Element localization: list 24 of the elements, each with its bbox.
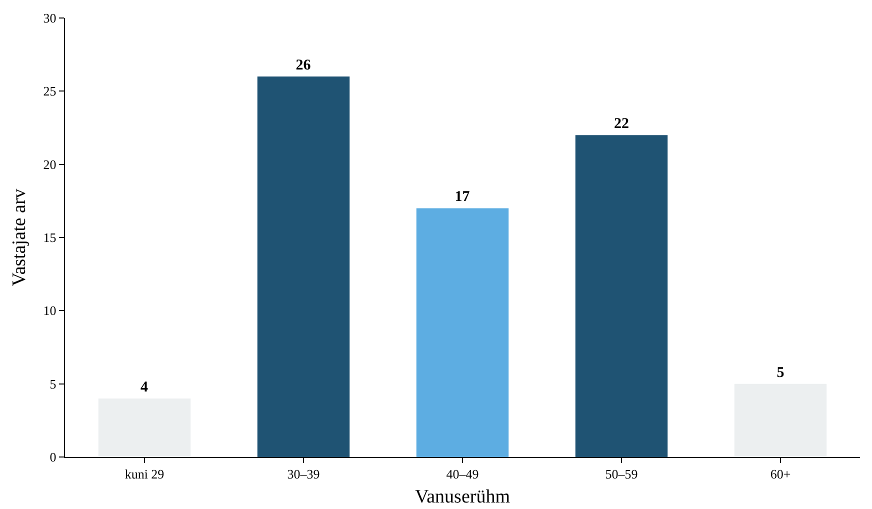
x-tick-label: 30–39 xyxy=(287,466,320,482)
y-tick-label: 10 xyxy=(43,303,56,318)
data-label: 17 xyxy=(454,189,470,206)
bar xyxy=(257,76,350,457)
x-tick-label: 50–59 xyxy=(605,466,638,482)
x-axis-title: Vanuserühm xyxy=(415,486,510,508)
y-tick-label: 20 xyxy=(43,156,56,172)
bar xyxy=(416,208,509,457)
bar xyxy=(575,135,668,457)
y-tick-label: 25 xyxy=(43,84,56,99)
bar xyxy=(98,398,191,457)
y-axis-title: Vastajate arv xyxy=(9,188,30,286)
y-tick-label: 5 xyxy=(50,376,56,392)
x-tick-label: kuni 29 xyxy=(124,466,164,482)
y-tick-label: 15 xyxy=(43,230,56,246)
data-label: 5 xyxy=(776,364,784,381)
x-tick-label: 60+ xyxy=(770,466,791,482)
data-label: 26 xyxy=(296,58,312,74)
data-label: 22 xyxy=(614,116,629,132)
x-tick-label: 40–49 xyxy=(446,466,479,482)
bar xyxy=(734,384,827,457)
y-tick-label: 0 xyxy=(50,450,56,465)
data-label: 4 xyxy=(140,379,148,396)
y-tick-label: 30 xyxy=(43,10,56,26)
